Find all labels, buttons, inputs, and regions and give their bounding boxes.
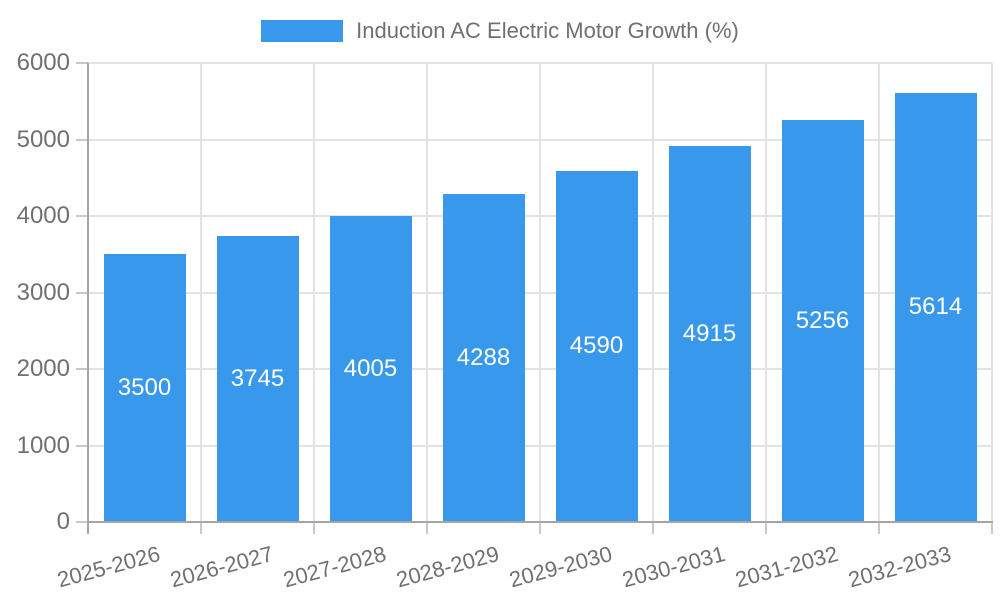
x-axis-tick-label: 2031-2032 <box>732 541 841 593</box>
x-gridline <box>652 63 654 522</box>
x-axis-tick-label: 2028-2029 <box>393 541 502 593</box>
x-axis-line <box>87 521 993 523</box>
legend-swatch <box>261 20 344 42</box>
x-gridline <box>765 63 767 522</box>
y-tick-mark <box>76 138 88 141</box>
plot-area: 0 1000 2000 3000 4000 5000 6000 3500 2025-2026 37… <box>17 49 993 592</box>
bar-value-label: 4590 <box>569 332 624 360</box>
bar[interactable]: 3500 <box>103 254 186 522</box>
bar-value-label: 3745 <box>230 364 285 392</box>
legend-label: Induction AC Electric Motor Growth (%) <box>356 18 739 43</box>
y-axis-tick-label: 2000 <box>16 355 70 382</box>
y-axis-tick-label: 5000 <box>16 125 70 153</box>
x-tick-mark <box>313 522 315 534</box>
bar[interactable]: 5256 <box>781 119 864 522</box>
y-tick-mark <box>76 368 88 370</box>
x-axis-tick-label: 2032-2033 <box>845 541 954 593</box>
bar-value-label: 4915 <box>682 319 737 347</box>
x-axis-tick-label: 2027-2028 <box>280 541 389 593</box>
x-gridline <box>426 63 428 522</box>
y-tick-mark <box>76 291 88 294</box>
x-tick-mark <box>991 522 993 534</box>
y-axis-tick-label: 6000 <box>16 49 70 76</box>
bar[interactable]: 3745 <box>216 235 299 522</box>
y-axis-tick-label: 4000 <box>16 202 70 229</box>
legend-item[interactable]: Induction AC Electric Motor Growth (%) <box>0 18 1000 44</box>
y-axis-line <box>87 63 89 534</box>
y-tick-mark <box>76 444 88 447</box>
x-gridline <box>539 63 541 522</box>
bar[interactable]: 4915 <box>668 146 751 522</box>
bar-value-label: 4005 <box>343 354 398 382</box>
bar[interactable]: 4288 <box>442 193 525 522</box>
bar[interactable]: 4005 <box>329 215 412 522</box>
y-axis-tick-label: 3000 <box>16 278 70 306</box>
y-tick-mark <box>76 521 88 523</box>
y-axis-tick-label: 1000 <box>16 431 70 459</box>
x-gridline <box>991 63 993 522</box>
x-axis-tick-label: 2029-2030 <box>506 541 615 593</box>
x-tick-mark <box>200 522 202 534</box>
x-gridline <box>200 63 202 522</box>
x-tick-mark <box>765 522 767 534</box>
x-gridline <box>878 63 880 522</box>
y-axis-tick-label: 0 <box>56 508 70 535</box>
x-axis-tick-label: 2026-2027 <box>167 541 276 593</box>
bar-value-label: 3500 <box>117 374 172 402</box>
x-axis-tick-label: 2030-2031 <box>619 541 728 593</box>
x-tick-mark <box>539 522 541 534</box>
bar-value-label: 5614 <box>908 293 963 321</box>
x-axis-tick-label: 2025-2026 <box>54 541 163 593</box>
bar[interactable]: 5614 <box>894 92 977 522</box>
x-gridline <box>313 63 315 522</box>
bar-value-label: 4288 <box>456 343 511 371</box>
x-tick-mark <box>426 522 428 534</box>
x-tick-mark <box>652 522 654 534</box>
x-tick-mark <box>878 522 880 534</box>
bar-value-label: 5256 <box>795 306 850 334</box>
y-tick-mark <box>76 62 88 64</box>
bar[interactable]: 4590 <box>555 170 638 522</box>
y-tick-mark <box>76 215 88 217</box>
